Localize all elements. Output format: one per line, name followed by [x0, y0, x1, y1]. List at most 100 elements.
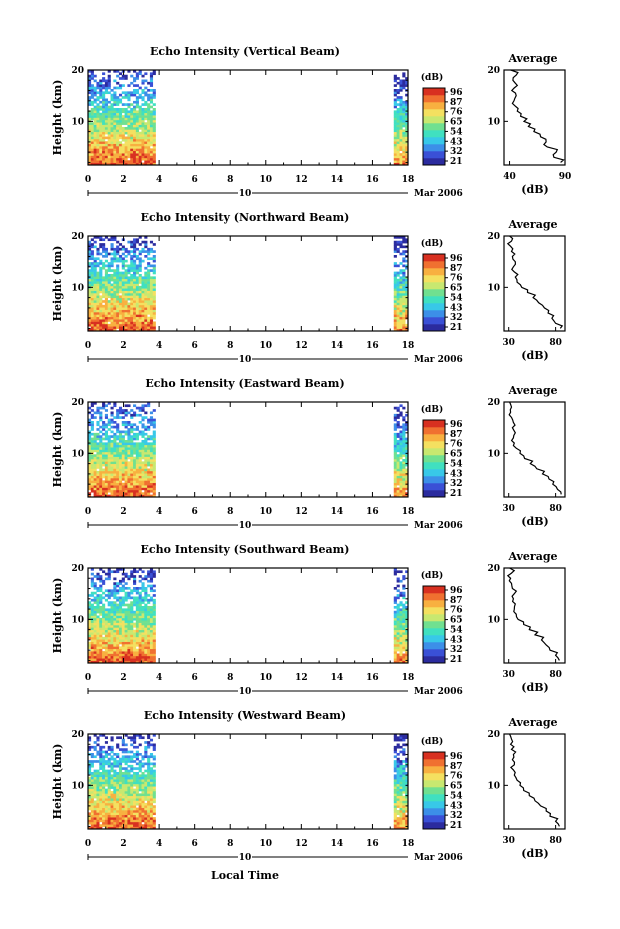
heatmap-cell [88, 627, 92, 631]
heatmap-cell [393, 143, 397, 147]
heatmap-cell [104, 86, 108, 90]
heatmap-cell [121, 473, 125, 476]
heatmap-cell [99, 411, 103, 415]
heatmap-cell [113, 157, 117, 161]
heatmap-cell [99, 466, 103, 469]
heatmap-cell [124, 421, 128, 424]
heatmap-cell [405, 328, 409, 332]
heatmap-cell [124, 432, 128, 436]
heatmap-cell [116, 153, 120, 156]
heatmap-cell [110, 117, 114, 121]
heatmap-cell [399, 641, 403, 645]
heatmap-cell [90, 115, 94, 118]
heatmap-cell [124, 319, 128, 322]
heatmap-cell [141, 451, 145, 455]
heatmap-cell [96, 309, 100, 313]
heatmap-cell [110, 620, 114, 623]
heatmap-cell [138, 641, 142, 645]
heatmap-cell [118, 115, 123, 118]
heatmap-cell [133, 283, 137, 287]
heatmap-cell [144, 485, 148, 488]
heatmap-cell [90, 608, 94, 612]
heatmap-cell [396, 793, 400, 797]
heatmap-cell [133, 734, 137, 737]
heatmap-cell [90, 302, 94, 306]
avg-y-tick-label: 20 [487, 66, 500, 76]
heatmap-cell [149, 485, 154, 488]
heatmap-cell [396, 136, 400, 140]
heatmap-cell [396, 295, 400, 299]
heatmap-cell [393, 651, 397, 654]
heatmap-cell [130, 750, 134, 754]
heatmap-cell [113, 812, 117, 816]
heatmap-cell [127, 162, 131, 166]
heatmap-cell [124, 655, 128, 659]
heatmap-cell [396, 644, 400, 647]
heatmap-cell [149, 112, 154, 116]
heatmap-cell [405, 290, 409, 294]
heatmap-cell [396, 594, 400, 597]
heatmap-cell [399, 262, 403, 265]
heatmap-cell [405, 148, 409, 152]
colorbar-tick-label: 65 [450, 284, 463, 294]
heatmap-cell [118, 461, 123, 465]
heatmap-cell [127, 625, 131, 628]
heatmap-cell [124, 760, 128, 763]
heatmap-cell [88, 157, 92, 161]
heatmap-cell [113, 259, 117, 263]
heatmap-cell [96, 774, 100, 778]
heatmap-cell [93, 613, 97, 616]
heatmap-cell [96, 577, 100, 581]
heatmap-cell [405, 487, 409, 491]
heatmap-cell [152, 257, 156, 261]
heatmap-cell [127, 620, 131, 623]
heatmap-cell [152, 774, 156, 778]
heatmap-cell [141, 304, 145, 308]
heatmap-cell [141, 485, 145, 488]
heatmap-cell [107, 658, 111, 661]
heatmap-cell [96, 598, 100, 602]
heatmap-cell [138, 466, 142, 469]
heatmap-cell [144, 143, 148, 147]
heatmap-cell [127, 440, 131, 443]
heatmap-cell [135, 589, 139, 593]
heatmap-cell [133, 134, 137, 137]
heatmap-cell [393, 264, 397, 268]
heatmap-cell [152, 146, 156, 149]
heatmap-cell [138, 788, 142, 792]
heatmap-cell [121, 610, 125, 614]
heatmap-cell [130, 757, 134, 761]
heatmap-cell [110, 257, 114, 261]
x-tick-label: 8 [227, 507, 233, 517]
heatmap-cell [130, 293, 134, 296]
heatmap-cell [149, 81, 154, 85]
heatmap-cell [405, 281, 409, 284]
heatmap-cell [118, 489, 123, 493]
heatmap-cell [93, 802, 97, 806]
heatmap-cell [147, 297, 151, 301]
heatmap-cell [393, 629, 397, 633]
heatmap-cell [149, 447, 154, 450]
avg-x-tick-label: 30 [502, 504, 515, 514]
heatmap-cell [138, 807, 142, 811]
heatmap-cell [152, 269, 156, 272]
heatmap-cell [121, 572, 125, 576]
heatmap-cell [110, 411, 114, 415]
heatmap-cell [152, 293, 156, 296]
heatmap-cell [152, 103, 156, 106]
heatmap-cell [402, 155, 406, 159]
heatmap-cell [135, 269, 139, 272]
heatmap-cell [124, 456, 128, 460]
heatmap-cell [138, 143, 142, 147]
heatmap-cell [88, 309, 92, 313]
heatmap-cell [133, 131, 137, 135]
heatmap-cell [133, 589, 137, 593]
heatmap-cell [90, 577, 94, 581]
heatmap-cell [141, 124, 145, 128]
heatmap-cell [127, 288, 131, 291]
heatmap-cell [116, 824, 120, 827]
heatmap-cell [130, 591, 134, 595]
heatmap-cell [149, 105, 154, 109]
heatmap-cell [116, 470, 120, 474]
heatmap-cell [133, 138, 137, 142]
